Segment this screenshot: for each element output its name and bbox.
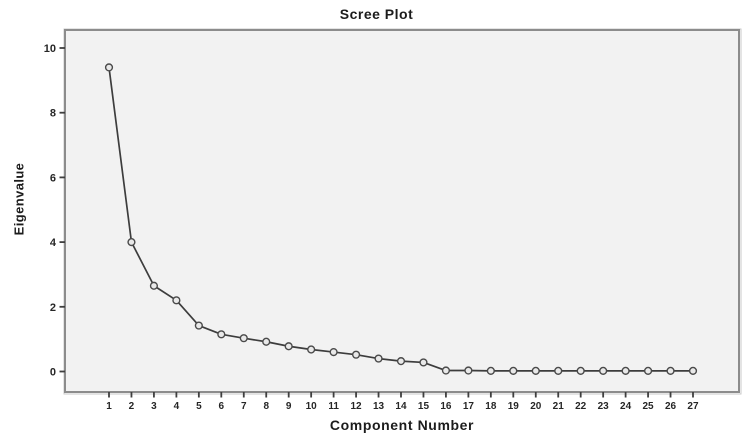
chart-title: Scree Plot — [339, 6, 414, 22]
data-point — [351, 350, 361, 359]
y-tick-label: 0 — [50, 367, 56, 379]
data-point — [531, 366, 540, 375]
x-tick-label: 23 — [598, 401, 610, 412]
y-tick-label: 4 — [50, 237, 57, 249]
data-point — [554, 366, 563, 375]
x-tick-label: 18 — [485, 401, 497, 412]
x-tick-label: 10 — [306, 401, 318, 412]
data-point — [464, 366, 473, 375]
x-tick-label: 21 — [553, 401, 565, 412]
x-tick-label: 3 — [151, 401, 157, 412]
data-point — [396, 357, 406, 366]
plot-area — [64, 29, 740, 393]
data-point — [486, 366, 495, 375]
data-point — [666, 366, 675, 375]
data-point — [307, 345, 316, 354]
y-tick-label: 10 — [44, 43, 56, 55]
data-point — [621, 366, 630, 375]
data-point — [104, 63, 114, 72]
x-tick-label: 2 — [129, 401, 135, 412]
x-tick-label: 5 — [196, 401, 202, 412]
y-tick-label: 2 — [50, 302, 56, 314]
data-point — [643, 366, 653, 375]
x-tick-label: 4 — [174, 401, 180, 412]
x-tick-label: 15 — [418, 401, 430, 412]
x-tick-label: 1 — [106, 401, 112, 412]
x-tick-label: 8 — [263, 401, 269, 412]
data-point — [419, 358, 428, 367]
x-tick-label: 26 — [665, 401, 677, 412]
x-tick-label: 17 — [463, 401, 475, 412]
x-tick-label: 19 — [508, 401, 520, 412]
x-tick-label: 27 — [687, 401, 699, 412]
data-point — [374, 354, 383, 363]
x-tick-label: 24 — [620, 401, 632, 412]
data-point — [194, 321, 203, 330]
x-tick-label: 13 — [373, 401, 385, 412]
data-point — [149, 281, 159, 290]
x-axis-label: Component Number — [329, 417, 475, 433]
x-tick-label: 12 — [351, 401, 363, 412]
y-tick-label: 6 — [50, 172, 56, 184]
data-point — [329, 347, 338, 357]
x-tick-label: 25 — [643, 401, 655, 412]
data-point — [239, 334, 248, 343]
data-point — [262, 337, 271, 346]
data-point — [127, 238, 136, 247]
x-tick-label: 11 — [328, 401, 339, 412]
data-point — [284, 342, 293, 351]
data-point — [688, 366, 698, 375]
x-tick-label: 16 — [440, 401, 452, 412]
x-tick-label: 22 — [575, 401, 587, 412]
x-tick-label: 14 — [395, 401, 407, 412]
y-tick-label: 8 — [50, 108, 56, 120]
data-point — [509, 366, 518, 375]
data-point — [441, 366, 451, 375]
data-point — [172, 296, 181, 305]
data-point — [599, 366, 608, 375]
x-tick-label: 6 — [219, 401, 225, 412]
data-point — [576, 366, 585, 375]
x-tick-label: 9 — [286, 401, 292, 412]
x-tick-label: 7 — [241, 401, 247, 412]
data-point — [217, 330, 226, 339]
x-tick-label: 20 — [530, 401, 542, 412]
y-axis-label: Eigenvalue — [11, 162, 27, 236]
